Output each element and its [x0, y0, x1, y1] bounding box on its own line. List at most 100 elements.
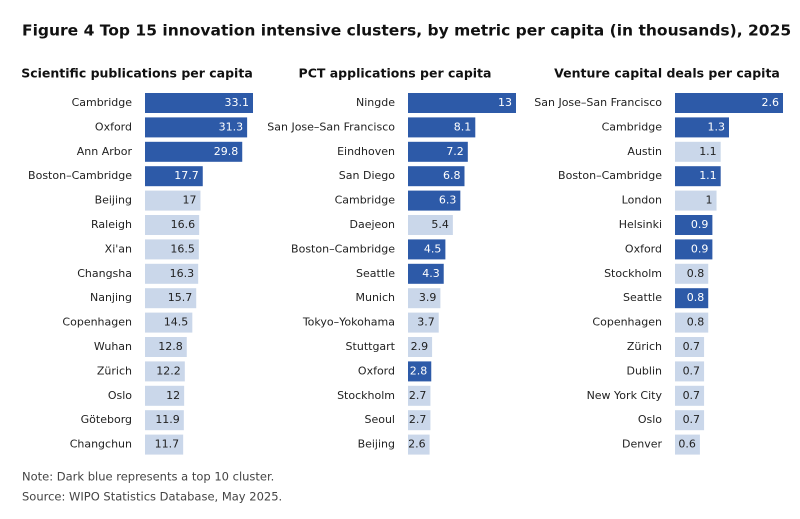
category-label: Oxford: [625, 242, 662, 255]
category-label: Changchun: [70, 438, 132, 451]
value-label: 0.7: [683, 340, 701, 353]
panel-title: Venture capital deals per capita: [554, 66, 780, 81]
category-label: Boston–Cambridge: [28, 169, 132, 182]
category-label: Oxford: [95, 120, 132, 133]
bar: [408, 93, 516, 113]
bar: [675, 215, 713, 235]
bar: [408, 190, 461, 211]
value-label: 6.3: [439, 194, 457, 207]
bar: [145, 312, 193, 333]
category-label: Oslo: [108, 389, 132, 402]
value-label: 31.3: [219, 120, 244, 133]
value-label: 2.6: [408, 438, 426, 451]
value-label: 0.8: [687, 291, 705, 304]
value-label: 1.3: [708, 120, 726, 133]
note: Note: Dark blue represents a top 10 clus…: [22, 470, 274, 484]
category-label: Stockholm: [604, 267, 662, 280]
category-label: Seattle: [356, 267, 395, 280]
panel-title: PCT applications per capita: [299, 66, 492, 81]
bar: [675, 190, 717, 211]
category-label: Daejeon: [349, 218, 395, 231]
panel-title: Scientific publications per capita: [21, 66, 253, 81]
bar: [408, 434, 430, 455]
category-label: Zürich: [627, 340, 662, 353]
category-label: Oxford: [358, 364, 395, 377]
category-label: Ann Arbor: [77, 145, 133, 158]
category-label: Nanjing: [90, 291, 132, 304]
bar: [408, 288, 441, 309]
category-label: Tokyo–Yokohama: [302, 316, 395, 329]
bar: [675, 117, 729, 138]
category-label: London: [622, 194, 662, 207]
value-label: 3.7: [417, 316, 435, 329]
category-label: Copenhagen: [62, 316, 132, 329]
category-label: Denver: [622, 438, 662, 451]
value-label: 1.1: [699, 145, 717, 158]
value-label: 0.9: [691, 218, 709, 231]
value-label: 15.7: [168, 291, 193, 304]
value-label: 3.9: [419, 291, 437, 304]
bar: [675, 263, 709, 284]
bar: [675, 410, 705, 431]
value-label: 13: [498, 96, 512, 109]
bar: [145, 239, 199, 260]
category-label: Dublin: [626, 364, 662, 377]
value-label: 17.7: [174, 169, 199, 182]
value-label: 1.1: [699, 169, 717, 182]
bar: [145, 434, 184, 455]
bar: [145, 166, 203, 187]
category-label: Cambridge: [335, 194, 396, 207]
bar: [675, 93, 783, 113]
category-label: Boston–Cambridge: [291, 242, 395, 255]
value-label: 2.6: [762, 96, 780, 109]
category-label: Xi'an: [105, 242, 132, 255]
value-label: 12: [166, 389, 180, 402]
value-label: 2.7: [409, 389, 427, 402]
category-label: San Diego: [339, 169, 395, 182]
value-label: 8.1: [454, 120, 472, 133]
value-label: 2.7: [409, 413, 427, 426]
bar: [675, 288, 709, 309]
bar: [408, 361, 432, 382]
value-label: 4.5: [424, 242, 442, 255]
bar: [675, 166, 721, 187]
bar: [145, 141, 243, 162]
category-label: Austin: [627, 145, 662, 158]
bar: [145, 263, 199, 284]
category-label: Zürich: [97, 364, 132, 377]
bar: [408, 215, 453, 235]
value-label: 0.7: [683, 389, 701, 402]
category-label: Stockholm: [337, 389, 395, 402]
bar: [408, 312, 439, 333]
value-label: 0.8: [687, 267, 705, 280]
bar: [145, 337, 187, 357]
value-label: 14.5: [164, 316, 189, 329]
bar: [145, 288, 197, 309]
bar: [408, 263, 444, 284]
category-label: New York City: [587, 389, 663, 402]
category-label: San Jose–San Francisco: [267, 120, 395, 133]
value-label: 0.8: [687, 316, 705, 329]
category-label: Raleigh: [91, 218, 132, 231]
value-label: 5.4: [431, 218, 449, 231]
chart-title: Figure 4 Top 15 innovation intensive clu…: [22, 22, 791, 40]
bar: [675, 239, 713, 260]
category-label: Seattle: [623, 291, 662, 304]
value-label: 0.9: [691, 242, 709, 255]
bar: [675, 141, 721, 162]
bar: [675, 337, 705, 357]
bar: [408, 117, 476, 138]
bar: [145, 361, 185, 382]
value-label: 0.7: [683, 413, 701, 426]
value-label: 6.8: [443, 169, 461, 182]
value-label: 16.3: [170, 267, 195, 280]
bar: [145, 117, 248, 138]
category-label: Wuhan: [94, 340, 132, 353]
bar: [408, 166, 465, 187]
category-label: Munich: [355, 291, 395, 304]
category-label: Copenhagen: [592, 316, 662, 329]
value-label: 11.7: [155, 438, 180, 451]
category-label: Ningde: [356, 96, 395, 109]
